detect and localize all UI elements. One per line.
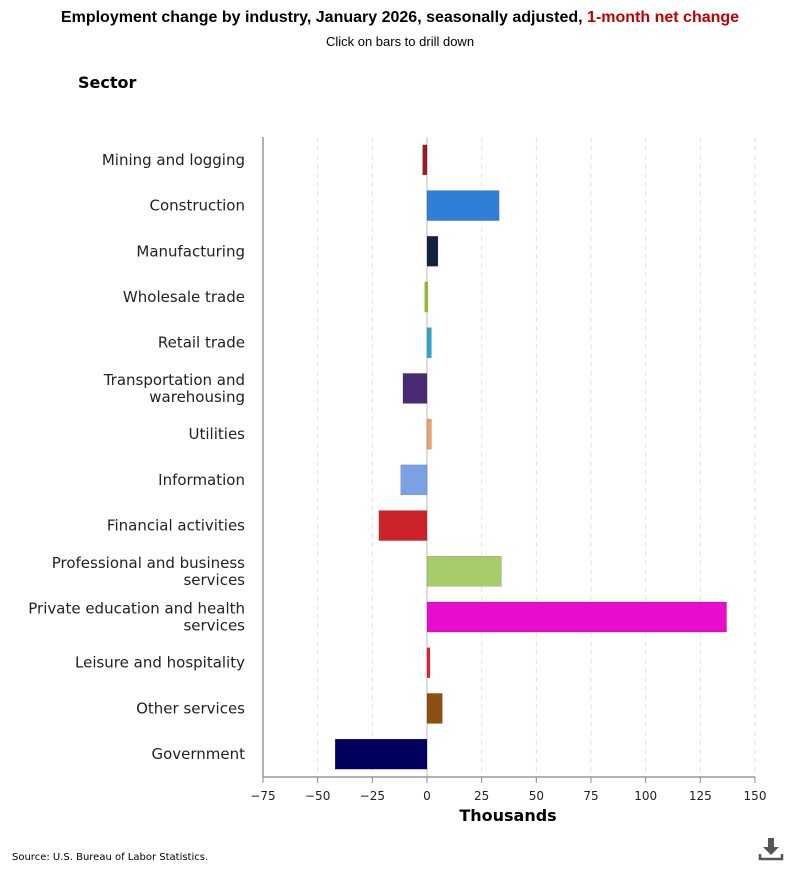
category-label: Professional and business services [52,554,245,589]
title-highlight: 1-month net change [587,9,740,26]
x-tick-label: 150 [744,789,767,803]
download-icon[interactable] [758,836,784,862]
category-label: Manufacturing [136,242,245,260]
category-label: Transportation and warehousing [103,371,245,406]
bar-private-education-and-health-services[interactable] [426,601,727,633]
category-label: Private education and health services [28,600,245,635]
bar-construction[interactable] [426,190,500,221]
x-tick-label: −75 [250,789,275,803]
category-label: Financial activities [107,517,245,535]
chart-subtitle: Click on bars to drill down [325,34,475,49]
x-tick-label: 25 [474,789,489,803]
x-tick-label: 0 [423,789,431,803]
title-text: Employment change by industry, January 2… [60,9,583,26]
y-axis-title: Sector [78,73,137,92]
x-tick-label: 75 [583,789,598,803]
category-label: Government [151,745,245,763]
bar-financial-activities[interactable] [378,510,428,541]
category-label: Other services [136,699,245,717]
bar-government[interactable] [334,738,428,770]
category-label: Retail trade [158,334,245,352]
bar-other-services[interactable] [426,693,443,724]
bar-professional-and-business-services[interactable] [426,556,502,587]
chart-title: Employment change by industry, January 2… [0,9,800,27]
source-note: Source: U.S. Bureau of Labor Statistics. [12,852,209,863]
category-label: Leisure and hospitality [75,654,245,672]
bar-transportation-and-warehousing[interactable] [402,373,428,404]
category-label: Utilities [189,425,246,443]
bar-mining-and-logging[interactable] [422,144,428,176]
category-label: Information [158,471,245,489]
x-tick-label: −50 [305,789,330,803]
bar-retail-trade[interactable] [426,327,432,358]
bar-manufacturing[interactable] [426,236,439,267]
bar-wholesale-trade[interactable] [424,281,429,313]
x-tick-label: 125 [689,789,712,803]
x-tick-label: −25 [360,789,385,803]
bar-leisure-and-hospitality[interactable] [426,647,431,678]
bar-information[interactable] [400,464,428,496]
x-axis-title: Thousands [459,806,556,825]
category-label: Wholesale trade [123,288,245,306]
category-label: Construction [149,197,245,215]
bar-utilities[interactable] [426,418,432,450]
x-tick-label: 50 [529,789,544,803]
x-tick-label: 100 [634,789,657,803]
category-label: Mining and logging [102,151,245,169]
